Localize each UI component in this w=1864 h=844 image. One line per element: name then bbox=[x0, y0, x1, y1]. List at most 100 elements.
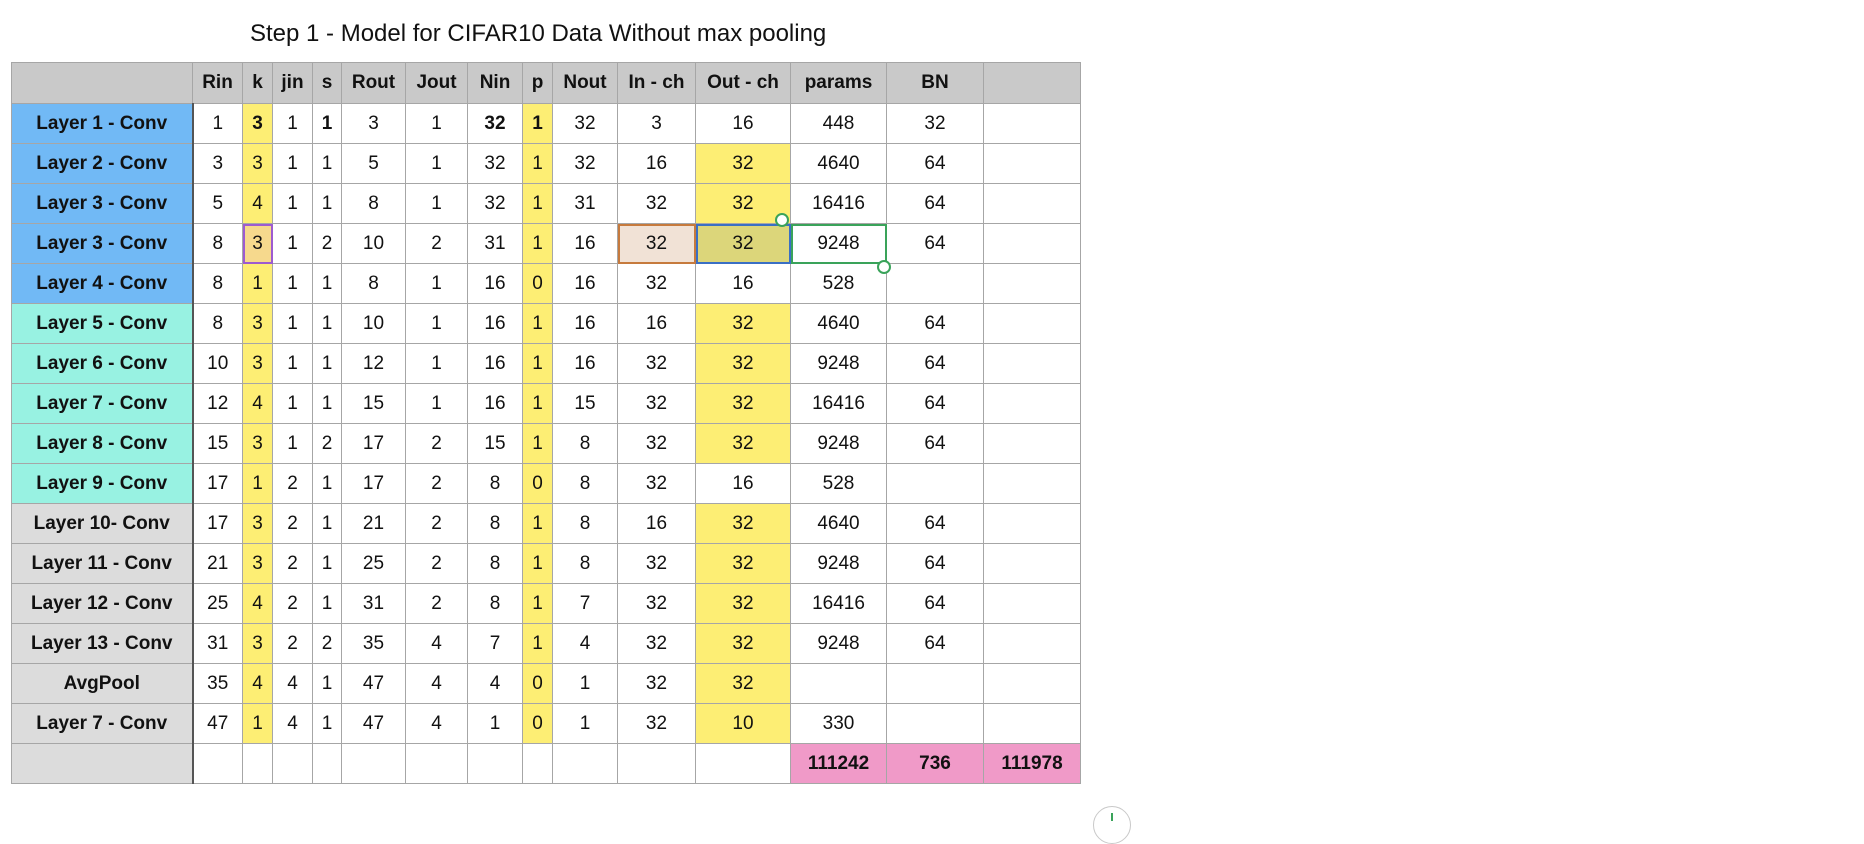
cell-k[interactable]: 3 bbox=[242, 423, 273, 464]
cell-nin[interactable]: 4 bbox=[467, 663, 523, 704]
cell-s[interactable]: 1 bbox=[312, 583, 342, 624]
cell-p[interactable]: 1 bbox=[522, 383, 553, 424]
cell-in-ch[interactable]: 32 bbox=[617, 343, 696, 384]
cell-extra[interactable] bbox=[983, 343, 1081, 384]
cell-out-ch[interactable]: 32 bbox=[695, 223, 791, 264]
cell-in-ch[interactable]: 32 bbox=[617, 223, 696, 264]
header-jin[interactable]: jin bbox=[272, 62, 313, 104]
cell-nin[interactable]: 8 bbox=[467, 463, 523, 504]
cell-k[interactable]: 3 bbox=[242, 343, 273, 384]
cell-rin[interactable]: 25 bbox=[192, 583, 243, 624]
cell-bn[interactable]: 64 bbox=[886, 223, 984, 264]
cell-out-ch[interactable]: 32 bbox=[695, 663, 791, 704]
row-label[interactable]: Layer 7 - Conv bbox=[11, 383, 194, 424]
row-label[interactable]: Layer 3 - Conv bbox=[11, 223, 194, 264]
cell-params[interactable]: 330 bbox=[790, 703, 887, 744]
cell-bn[interactable]: 64 bbox=[886, 143, 984, 184]
cell-out-ch[interactable]: 32 bbox=[695, 183, 791, 224]
cell-s[interactable]: 2 bbox=[312, 223, 342, 264]
cell-in-ch[interactable]: 32 bbox=[617, 183, 696, 224]
cell-rout[interactable]: 3 bbox=[341, 103, 406, 144]
cell-in-ch[interactable]: 32 bbox=[617, 623, 696, 664]
cell-p[interactable]: 1 bbox=[522, 143, 553, 184]
cell-k[interactable]: 3 bbox=[242, 303, 273, 344]
cell-rout[interactable]: 17 bbox=[341, 463, 406, 504]
row-label[interactable]: AvgPool bbox=[11, 663, 194, 704]
cell-p[interactable]: 1 bbox=[522, 503, 553, 544]
cell-out-ch[interactable]: 32 bbox=[695, 583, 791, 624]
header-nin[interactable]: Nin bbox=[467, 62, 523, 104]
row-label[interactable]: Layer 9 - Conv bbox=[11, 463, 194, 504]
cell-p[interactable]: 0 bbox=[522, 663, 553, 704]
cell-bn[interactable]: 64 bbox=[886, 383, 984, 424]
cell-jout[interactable]: 1 bbox=[405, 143, 468, 184]
cell-rout[interactable]: 8 bbox=[341, 263, 406, 304]
cell-bn[interactable]: 64 bbox=[886, 583, 984, 624]
cell-empty[interactable] bbox=[341, 743, 406, 784]
cell-extra[interactable] bbox=[983, 703, 1081, 744]
cell-jin[interactable]: 1 bbox=[272, 423, 313, 464]
cell-jout[interactable]: 4 bbox=[405, 623, 468, 664]
cell-bn[interactable]: 32 bbox=[886, 103, 984, 144]
cell-in-ch[interactable]: 3 bbox=[617, 103, 696, 144]
cell-p[interactable]: 1 bbox=[522, 623, 553, 664]
cell-s[interactable]: 2 bbox=[312, 623, 342, 664]
cell-k[interactable]: 1 bbox=[242, 463, 273, 504]
cell-out-ch[interactable]: 10 bbox=[695, 703, 791, 744]
cell-extra[interactable] bbox=[983, 583, 1081, 624]
cell-bn[interactable]: 64 bbox=[886, 183, 984, 224]
cell-bn[interactable]: 64 bbox=[886, 303, 984, 344]
add-button[interactable] bbox=[1093, 806, 1131, 844]
row-label[interactable]: Layer 1 - Conv bbox=[11, 103, 194, 144]
cell-jin[interactable]: 1 bbox=[272, 263, 313, 304]
row-label[interactable]: Layer 13 - Conv bbox=[11, 623, 194, 664]
cell-bn[interactable]: 64 bbox=[886, 423, 984, 464]
cell-bn[interactable]: 64 bbox=[886, 543, 984, 584]
cell-empty[interactable] bbox=[617, 743, 696, 784]
cell-p[interactable]: 1 bbox=[522, 343, 553, 384]
cell-jout[interactable]: 2 bbox=[405, 423, 468, 464]
cell-jin[interactable]: 2 bbox=[272, 583, 313, 624]
cell-s[interactable]: 1 bbox=[312, 703, 342, 744]
cell-rout[interactable]: 10 bbox=[341, 303, 406, 344]
cell-params[interactable]: 4640 bbox=[790, 303, 887, 344]
cell-out-ch[interactable]: 32 bbox=[695, 623, 791, 664]
cell-p[interactable]: 1 bbox=[522, 183, 553, 224]
cell-k[interactable]: 3 bbox=[242, 143, 273, 184]
cell-s[interactable]: 1 bbox=[312, 303, 342, 344]
cell-k[interactable]: 3 bbox=[242, 543, 273, 584]
cell-jin[interactable]: 1 bbox=[272, 343, 313, 384]
cell-nout[interactable]: 16 bbox=[552, 223, 618, 264]
cell-out-ch[interactable]: 32 bbox=[695, 343, 791, 384]
cell-extra[interactable] bbox=[983, 143, 1081, 184]
header-out-ch[interactable]: Out - ch bbox=[695, 62, 791, 104]
cell-extra[interactable] bbox=[983, 663, 1081, 704]
cell-rin[interactable]: 47 bbox=[192, 703, 243, 744]
cell-extra[interactable] bbox=[983, 103, 1081, 144]
cell-rout[interactable]: 31 bbox=[341, 583, 406, 624]
cell-nout[interactable]: 16 bbox=[552, 303, 618, 344]
cell-jin[interactable]: 1 bbox=[272, 223, 313, 264]
cell-k[interactable]: 3 bbox=[242, 223, 273, 264]
cell-jin[interactable]: 4 bbox=[272, 663, 313, 704]
cell-jin[interactable]: 1 bbox=[272, 143, 313, 184]
grand-total[interactable]: 111978 bbox=[983, 743, 1081, 784]
cell-empty[interactable] bbox=[312, 743, 342, 784]
cell-jin[interactable]: 1 bbox=[272, 103, 313, 144]
row-label[interactable]: Layer 3 - Conv bbox=[11, 183, 194, 224]
cell-params[interactable]: 4640 bbox=[790, 143, 887, 184]
cell-p[interactable]: 1 bbox=[522, 303, 553, 344]
cell-s[interactable]: 1 bbox=[312, 103, 342, 144]
row-label[interactable]: Layer 2 - Conv bbox=[11, 143, 194, 184]
cell-nout[interactable]: 4 bbox=[552, 623, 618, 664]
cell-p[interactable]: 0 bbox=[522, 703, 553, 744]
cell-nin[interactable]: 15 bbox=[467, 423, 523, 464]
cell-nout[interactable]: 8 bbox=[552, 503, 618, 544]
header-k[interactable]: k bbox=[242, 62, 273, 104]
cell-s[interactable]: 1 bbox=[312, 263, 342, 304]
cell-p[interactable]: 1 bbox=[522, 583, 553, 624]
row-label[interactable]: Layer 12 - Conv bbox=[11, 583, 194, 624]
cell-jin[interactable]: 4 bbox=[272, 703, 313, 744]
cell-rout[interactable]: 47 bbox=[341, 703, 406, 744]
cell-rout[interactable]: 10 bbox=[341, 223, 406, 264]
